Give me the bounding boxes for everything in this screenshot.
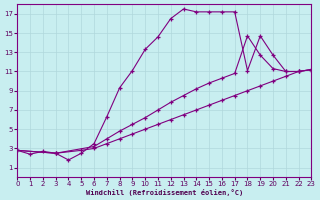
- X-axis label: Windchill (Refroidissement éolien,°C): Windchill (Refroidissement éolien,°C): [86, 189, 243, 196]
